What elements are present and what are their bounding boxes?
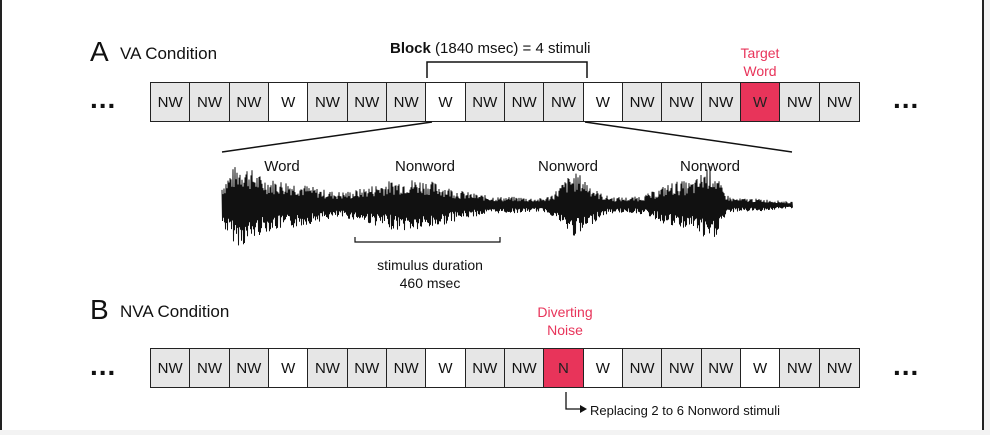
stimulus-cell: W <box>268 83 309 121</box>
zoom-line-right <box>584 121 793 153</box>
duration-label: stimulus duration 460 msec <box>350 256 510 292</box>
target-word-label: Target Word <box>730 44 790 80</box>
waveform-label-2: Nonword <box>394 158 456 175</box>
block-label-bold: Block <box>390 40 431 57</box>
stimulus-cell: W <box>268 349 309 387</box>
stimulus-cell: NW <box>386 83 427 121</box>
block-label: Block (1840 msec) = 4 stimuli <box>390 40 591 57</box>
duration-bracket <box>354 237 501 243</box>
stimulus-cell: W <box>583 83 623 121</box>
stimulus-cell: NW <box>308 349 348 387</box>
stimulus-row-b: NW NW NW W NW NW NW W NW NW N W NW NW NW W NW NW <box>150 348 860 388</box>
stimulus-cell: NW <box>151 349 191 387</box>
stimulus-cell: NW <box>701 349 741 387</box>
target-word-line1: Target <box>740 45 780 61</box>
panel-a-title: VA Condition <box>120 44 218 63</box>
panel-b-letter: B <box>90 294 109 325</box>
target-word-line2: Word <box>743 63 777 79</box>
stimulus-row-a: NW NW NW W NW NW NW W NW NW NW W NW NW NW W NW NW <box>150 82 860 122</box>
diverting-noise-line2: Noise <box>547 322 583 338</box>
block-label-rest: (1840 msec) = 4 stimuli <box>430 40 591 57</box>
stimulus-cell: NW <box>347 349 387 387</box>
stimulus-cell: NW <box>819 83 859 121</box>
panel-a-letter: A <box>90 36 109 67</box>
panel-b-title: NVA Condition <box>120 302 230 321</box>
stimulus-cell: NW <box>151 83 191 121</box>
diverting-noise-label: Diverting Noise <box>525 303 605 339</box>
ellipsis-right-b: ... <box>893 350 920 381</box>
stimulus-cell: NW <box>465 83 505 121</box>
stimulus-cell: NW <box>190 349 230 387</box>
duration-line1: stimulus duration <box>377 257 483 273</box>
stimulus-cell: NW <box>701 83 741 121</box>
stimulus-cell: NW <box>229 83 269 121</box>
replace-arrow-line <box>565 392 580 410</box>
block-bracket <box>426 61 588 78</box>
stimulus-cell: NW <box>504 83 545 121</box>
stimulus-cell: W <box>426 349 466 387</box>
stimulus-cell: W <box>740 83 781 121</box>
stimulus-cell: NW <box>780 349 820 387</box>
waveform-label-3: Nonword <box>537 158 599 175</box>
waveform-label-1: Word <box>264 158 300 175</box>
stimulus-cell: NW <box>780 83 820 121</box>
stimulus-cell: NW <box>544 83 584 121</box>
stimulus-cell: NW <box>504 349 545 387</box>
replace-arrow-head <box>580 405 587 413</box>
stimulus-cell: W <box>583 349 623 387</box>
zoom-line-left <box>221 121 433 153</box>
replace-note: Replacing 2 to 6 Nonword stimuli <box>590 403 781 418</box>
stimulus-cell: NW <box>465 349 505 387</box>
stimulus-cell: W <box>426 83 466 121</box>
stimulus-cell: NW <box>386 349 427 387</box>
ellipsis-right-a: ... <box>893 83 920 114</box>
stimulus-cell: NW <box>229 349 269 387</box>
stimulus-cell: NW <box>190 83 230 121</box>
audio-waveform <box>221 166 793 246</box>
stimulus-cell: N <box>544 349 584 387</box>
stimulus-cell: NW <box>308 83 348 121</box>
stimulus-cell: NW <box>347 83 387 121</box>
stimulus-cell: NW <box>662 349 702 387</box>
ellipsis-left-b: ... <box>90 350 117 381</box>
duration-line2: 460 msec <box>399 275 461 291</box>
stimulus-cell: NW <box>819 349 859 387</box>
stimulus-cell: NW <box>622 349 663 387</box>
stimulus-cell: W <box>740 349 781 387</box>
stimulus-cell: NW <box>662 83 702 121</box>
ellipsis-left-a: ... <box>90 83 117 114</box>
stimulus-cell: NW <box>622 83 663 121</box>
diverting-noise-line1: Diverting <box>537 304 593 320</box>
